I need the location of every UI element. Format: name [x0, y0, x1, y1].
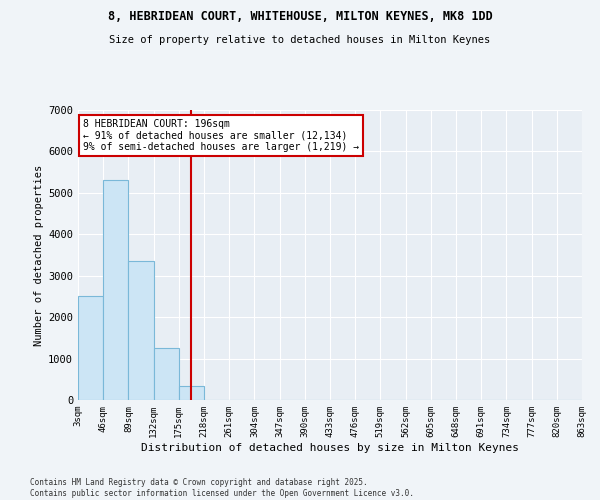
Bar: [179, 386, 204, 400]
Bar: [154, 348, 179, 400]
Bar: [103, 180, 128, 400]
Text: 8, HEBRIDEAN COURT, WHITEHOUSE, MILTON KEYNES, MK8 1DD: 8, HEBRIDEAN COURT, WHITEHOUSE, MILTON K…: [107, 10, 493, 23]
Text: Size of property relative to detached houses in Milton Keynes: Size of property relative to detached ho…: [109, 35, 491, 45]
X-axis label: Distribution of detached houses by size in Milton Keynes: Distribution of detached houses by size …: [141, 442, 519, 452]
Bar: [128, 261, 154, 400]
Y-axis label: Number of detached properties: Number of detached properties: [34, 164, 44, 346]
Bar: [78, 296, 103, 400]
Text: Contains HM Land Registry data © Crown copyright and database right 2025.
Contai: Contains HM Land Registry data © Crown c…: [30, 478, 414, 498]
Text: 8 HEBRIDEAN COURT: 196sqm
← 91% of detached houses are smaller (12,134)
9% of se: 8 HEBRIDEAN COURT: 196sqm ← 91% of detac…: [83, 118, 359, 152]
